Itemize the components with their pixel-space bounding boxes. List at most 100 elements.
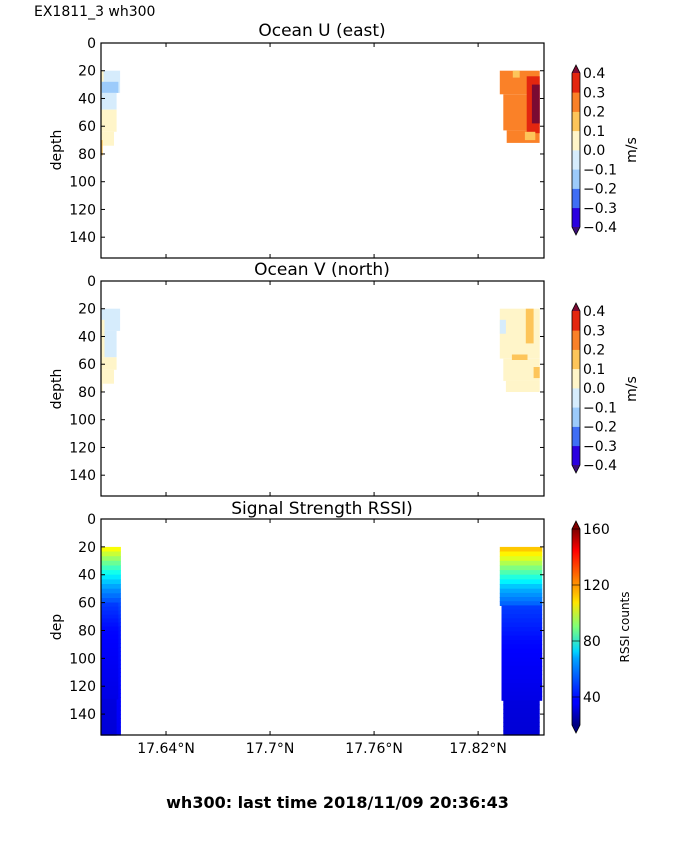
contour-region [531, 84, 540, 124]
colorbar-tick-label: 0.4 [583, 66, 605, 82]
x-tick-label: 17.64°N [137, 741, 195, 757]
colorbar-segment [572, 207, 580, 228]
rssi-cell [501, 695, 543, 701]
rssi-cell [101, 686, 119, 691]
ocean-v-plot-area [101, 308, 540, 392]
y-tick-label: 0 [87, 36, 96, 52]
axes-frame [100, 42, 545, 259]
colorbar-tick-label: 0.2 [583, 105, 605, 121]
rssi-cell [501, 653, 543, 658]
y-tick-label: 120 [69, 440, 96, 456]
rssi-cell [501, 661, 543, 667]
rssi-cell [501, 691, 543, 697]
rssi-cell [101, 593, 121, 599]
y-axis-ticks: 0 20 40 60 80 100 120 140 [69, 512, 544, 723]
rssi-cell [503, 708, 540, 714]
colorbar-segment [572, 388, 580, 408]
colorbar-extend-min [572, 465, 580, 473]
colorbar-outline [571, 302, 581, 474]
y-tick-label: 20 [78, 302, 96, 318]
colorbar-tick-label: 0.4 [583, 304, 605, 320]
colorbar-tick-label: −0.3 [583, 201, 617, 217]
rssi-cell [499, 565, 543, 571]
rssi-cell [101, 710, 117, 716]
colorbar-tick-label: 0.0 [583, 381, 605, 397]
rssi-cell [501, 609, 543, 615]
colorbar-segment [572, 445, 580, 466]
rssi-cell [101, 630, 119, 636]
rssi-cell [101, 706, 117, 712]
y-tick-label: 100 [69, 651, 96, 667]
rssi-cell [101, 651, 119, 657]
colorbar-extend-min [572, 725, 580, 733]
rssi-cell [499, 574, 543, 580]
figure-corner-title: EX1811_3 wh300 [34, 4, 156, 20]
axes-frame [100, 280, 545, 497]
panel-title: Signal Strength RSSI) [231, 499, 413, 519]
rssi-cell [101, 560, 121, 566]
ocean-u-plot-area [101, 70, 540, 156]
colorbar-label: RSSI counts [618, 591, 632, 662]
rssi-cell [503, 726, 540, 732]
colorbar-segment [572, 368, 580, 389]
rssi-cell [499, 551, 543, 557]
rssi-cell [501, 635, 543, 641]
rssi-colorbar: 160 120 80 40 [571, 520, 610, 734]
contour-region [101, 109, 117, 132]
rssi-cell [101, 681, 119, 687]
y-tick-label: 20 [78, 64, 96, 80]
colorbar-segment [572, 92, 580, 112]
rssi-cell [499, 556, 543, 562]
colorbar-tick-label: 40 [583, 690, 601, 706]
rssi-cell [101, 647, 119, 653]
rssi-cell [101, 602, 119, 608]
x-tick-label: 17.7°N [246, 741, 295, 757]
rssi-cell [503, 704, 540, 710]
y-tick-label: 60 [78, 596, 96, 612]
contour-region [525, 308, 534, 344]
rssi-cell [101, 668, 119, 674]
rssi-cell [499, 560, 543, 566]
colorbar-segment [572, 426, 580, 447]
colorbar-tick-label: −0.3 [583, 439, 617, 455]
ocean-v-colorbar: 0.4 0.3 0.2 0.1 0.0 −0.1 −0.2 −0.3 −0.4 [571, 302, 617, 474]
y-tick-label: 140 [69, 230, 96, 246]
rssi-cell [101, 588, 121, 594]
colorbar-segment [572, 150, 580, 170]
x-tick-label: 17.76°N [345, 741, 403, 757]
rssi-cell [101, 656, 119, 661]
rssi-cell [101, 618, 119, 624]
colorbar-segment [572, 130, 580, 151]
contour-region [512, 70, 520, 78]
rssi-cell [501, 614, 543, 619]
ocean-v-panel: Ocean V (north) 0 20 40 60 80 100 120 140 depth… [49, 260, 640, 497]
rssi-cell [501, 657, 543, 663]
colorbar-tick-label: −0.4 [583, 220, 617, 236]
rssi-cell [501, 644, 543, 650]
rssi-cell [101, 702, 117, 708]
rssi-cell [101, 698, 117, 704]
colorbar-tick-label: −0.2 [583, 182, 617, 198]
colorbar-tick-label: 0.3 [583, 85, 605, 101]
colorbar-segment [572, 73, 580, 93]
rssi-cell [499, 588, 543, 594]
y-tick-label: 80 [78, 623, 96, 639]
panel-title: Ocean V (north) [254, 260, 390, 280]
contour-region [101, 319, 105, 358]
rssi-cell [101, 664, 119, 670]
contour-region [101, 131, 114, 146]
contour-region [101, 92, 117, 110]
contour-region [101, 383, 103, 392]
y-tick-label: 80 [78, 385, 96, 401]
rssi-cell [101, 546, 121, 553]
rssi-cell [101, 574, 121, 580]
colorbar-segment [572, 111, 580, 132]
rssi-plot-area [101, 546, 543, 736]
rssi-cell [503, 730, 540, 736]
y-tick-label: 40 [78, 568, 96, 584]
x-tick-label: 17.82°N [449, 741, 507, 757]
rssi-cell [501, 605, 543, 611]
colorbar-tick-label: 0.2 [583, 343, 605, 359]
